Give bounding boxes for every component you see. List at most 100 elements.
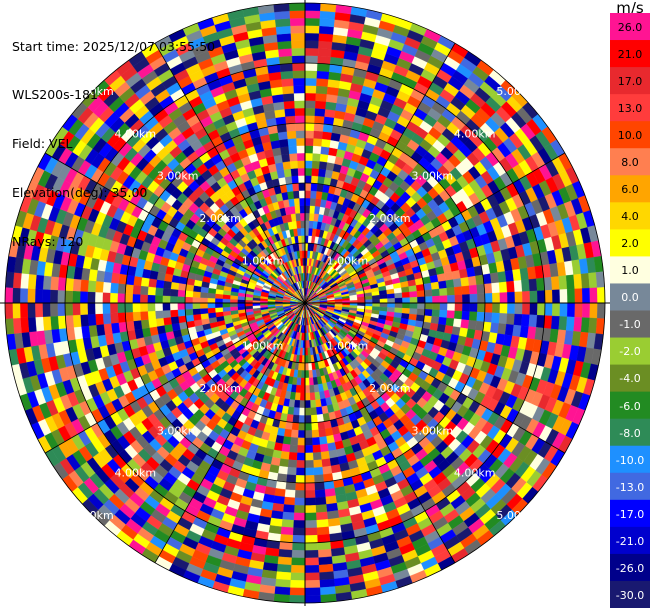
range-gate-cell — [454, 302, 463, 312]
range-gate-cell — [185, 314, 195, 322]
range-gate-cell — [289, 10, 306, 19]
range-gate-cell — [284, 108, 296, 117]
range-gate-cell — [222, 298, 231, 304]
range-gate-cell — [311, 422, 319, 431]
colorbar-tick-label: -1.0 — [619, 318, 641, 332]
range-gate-cell — [304, 190, 312, 199]
range-gate-cell — [154, 294, 163, 304]
range-gate-cell — [528, 314, 538, 328]
range-gate-cell — [430, 316, 440, 325]
range-gate-cell — [452, 318, 462, 328]
range-gate-cell — [431, 288, 440, 297]
range-gate-cell — [222, 306, 231, 312]
range-gate-cell — [80, 279, 89, 292]
range-gate-cell — [497, 323, 507, 335]
range-gate-cell — [102, 292, 111, 304]
range-gate-cell — [72, 278, 82, 292]
range-gate-cell — [289, 2, 306, 12]
colorbar-tick-label: 21.0 — [617, 47, 643, 61]
range-gate-cell — [324, 488, 336, 498]
range-gate-cell — [192, 308, 201, 315]
range-gate-cell — [416, 308, 425, 316]
range-gate-cell — [574, 288, 583, 304]
range-gate-cell — [317, 63, 331, 72]
range-gate-cell — [379, 294, 388, 300]
range-ring-label: 4.00km — [115, 467, 157, 480]
range-gate-cell — [409, 296, 418, 304]
range-gate-cell — [315, 100, 327, 110]
range-gate-cell — [446, 287, 455, 296]
range-gate-cell — [304, 490, 316, 499]
range-gate-cell — [460, 277, 470, 287]
range-gate-cell — [103, 323, 113, 335]
range-gate-cell — [319, 18, 335, 28]
range-gate-cell — [446, 310, 455, 319]
range-gate-cell — [170, 288, 179, 297]
range-gate-cell — [132, 284, 142, 295]
range-gate-cell — [289, 594, 306, 604]
range-gate-cell — [312, 452, 322, 461]
range-gate-cell — [280, 70, 294, 80]
range-gate-cell — [199, 302, 208, 309]
range-gate-cell — [286, 183, 294, 193]
range-gate-cell — [289, 437, 299, 446]
range-gate-cell — [304, 422, 312, 431]
range-gate-cell — [497, 271, 507, 283]
range-gate-cell — [229, 302, 238, 308]
range-gate-cell — [514, 291, 523, 304]
range-gate-cell — [280, 146, 290, 156]
range-gate-cell — [386, 293, 396, 299]
range-gate-cell — [87, 291, 96, 304]
range-gate-cell — [299, 392, 306, 401]
colorbar-tick-label: 2.0 — [621, 237, 639, 251]
range-gate-cell — [147, 310, 156, 320]
range-gate-cell — [289, 153, 298, 162]
range-gate-cell — [291, 175, 299, 184]
range-gate-cell — [276, 169, 286, 179]
range-gate-cell — [483, 312, 493, 323]
range-gate-cell — [271, 93, 284, 104]
range-gate-cell — [424, 302, 433, 310]
range-gate-cell — [452, 278, 462, 288]
range-gate-cell — [297, 437, 306, 446]
range-gate-cell — [467, 320, 477, 331]
range-gate-cell — [291, 47, 306, 56]
range-gate-cell — [322, 131, 333, 141]
range-gate-cell — [117, 302, 126, 313]
range-gate-cell — [318, 33, 334, 43]
range-gate-cell — [50, 315, 60, 330]
range-gate-cell — [304, 430, 313, 439]
range-gate-cell — [537, 302, 546, 316]
range-gate-cell — [320, 450, 330, 460]
range-gate-cell — [282, 511, 295, 521]
range-gate-cell — [304, 2, 321, 12]
range-gate-cell — [424, 296, 433, 304]
range-gate-cell — [294, 497, 306, 506]
range-gate-cell — [307, 355, 312, 364]
range-gate-cell — [110, 272, 120, 284]
colorbar-tick-label: 10.0 — [617, 129, 643, 143]
range-gate-cell — [304, 17, 321, 27]
range-gate-cell — [316, 413, 324, 423]
range-gate-cell — [57, 315, 67, 330]
range-gate-cell — [214, 298, 223, 304]
range-gate-cell — [298, 182, 306, 191]
range-gate-cell — [309, 399, 317, 409]
range-gate-cell — [469, 293, 478, 304]
range-gate-cell — [296, 227, 302, 237]
range-gate-cell — [285, 481, 296, 491]
range-gate-cell — [199, 307, 209, 315]
range-gate-cell — [95, 324, 106, 337]
range-gate-cell — [409, 291, 418, 298]
range-gate-cell — [50, 276, 60, 291]
range-gate-cell — [315, 406, 323, 416]
range-gate-cell — [276, 33, 292, 43]
range-gate-cell — [304, 535, 318, 544]
range-gate-cell — [299, 205, 306, 214]
range-gate-cell — [271, 502, 284, 513]
colorbar-tick-label: -26.0 — [615, 561, 645, 575]
range-ring-label: 1.00km — [242, 339, 284, 352]
range-gate-cell — [64, 302, 73, 316]
range-gate-cell — [237, 305, 246, 311]
range-gate-cell — [304, 400, 311, 409]
